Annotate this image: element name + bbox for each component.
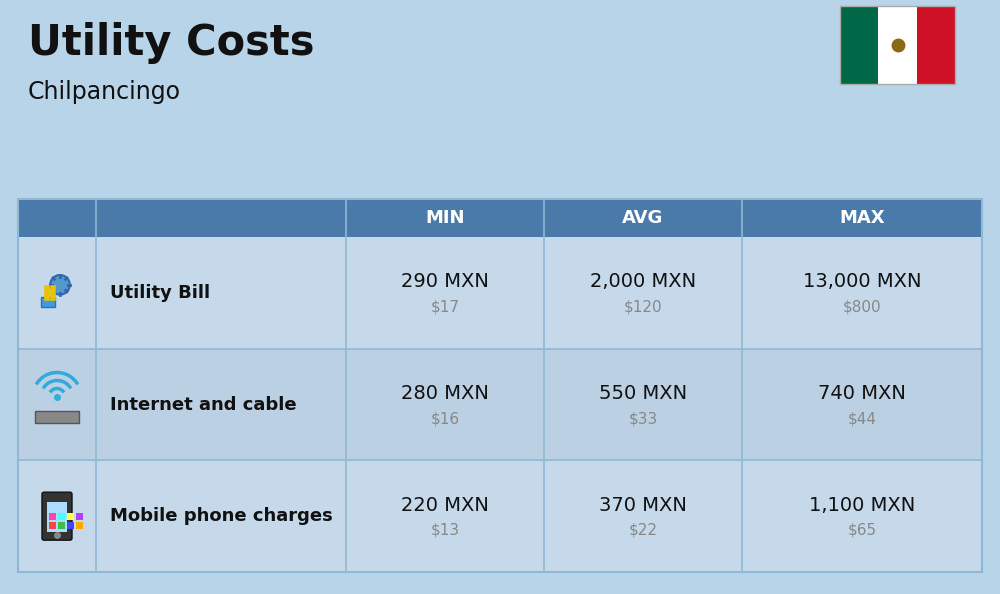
Bar bbox=[76, 522, 83, 529]
Text: Utility Costs: Utility Costs bbox=[28, 22, 314, 64]
Text: 220 MXN: 220 MXN bbox=[401, 495, 489, 514]
Bar bbox=[18, 237, 982, 349]
Bar bbox=[18, 349, 982, 460]
Text: 550 MXN: 550 MXN bbox=[599, 384, 687, 403]
Text: Mobile phone charges: Mobile phone charges bbox=[110, 507, 333, 525]
FancyBboxPatch shape bbox=[42, 492, 72, 540]
Text: $44: $44 bbox=[848, 411, 876, 426]
Bar bbox=[58, 513, 65, 520]
Text: MIN: MIN bbox=[425, 209, 465, 227]
Bar bbox=[544, 199, 742, 237]
Bar bbox=[58, 522, 65, 529]
Text: 1,100 MXN: 1,100 MXN bbox=[809, 495, 915, 514]
Bar bbox=[18, 199, 96, 237]
Bar bbox=[76, 513, 83, 520]
Text: AVG: AVG bbox=[622, 209, 664, 227]
Text: $33: $33 bbox=[628, 411, 658, 426]
Bar bbox=[840, 6, 878, 84]
Bar bbox=[49, 522, 56, 529]
Circle shape bbox=[50, 275, 70, 295]
Text: Utility Bill: Utility Bill bbox=[110, 284, 210, 302]
Text: Chilpancingo: Chilpancingo bbox=[28, 80, 181, 104]
Text: 13,000 MXN: 13,000 MXN bbox=[803, 272, 921, 291]
Text: 2,000 MXN: 2,000 MXN bbox=[590, 272, 696, 291]
Bar bbox=[346, 199, 544, 237]
Bar bbox=[18, 199, 982, 572]
Bar bbox=[41, 297, 55, 307]
Bar bbox=[35, 410, 79, 422]
Text: Internet and cable: Internet and cable bbox=[110, 396, 297, 413]
Bar bbox=[742, 199, 982, 237]
Text: 290 MXN: 290 MXN bbox=[401, 272, 489, 291]
Text: $22: $22 bbox=[629, 523, 658, 538]
Bar bbox=[18, 460, 982, 572]
Text: $16: $16 bbox=[430, 411, 460, 426]
Text: $17: $17 bbox=[430, 299, 460, 314]
Bar bbox=[47, 502, 67, 532]
Bar bbox=[878, 6, 917, 84]
Text: $13: $13 bbox=[430, 523, 460, 538]
Bar bbox=[96, 199, 346, 237]
Bar bbox=[67, 522, 74, 529]
Text: 280 MXN: 280 MXN bbox=[401, 384, 489, 403]
Text: $120: $120 bbox=[624, 299, 662, 314]
Bar bbox=[67, 513, 74, 520]
Text: 370 MXN: 370 MXN bbox=[599, 495, 687, 514]
Text: $800: $800 bbox=[843, 299, 881, 314]
Bar bbox=[917, 6, 955, 84]
Bar bbox=[49, 513, 56, 520]
Bar bbox=[840, 6, 955, 84]
Text: 740 MXN: 740 MXN bbox=[818, 384, 906, 403]
Text: MAX: MAX bbox=[839, 209, 885, 227]
Text: $65: $65 bbox=[847, 523, 877, 538]
